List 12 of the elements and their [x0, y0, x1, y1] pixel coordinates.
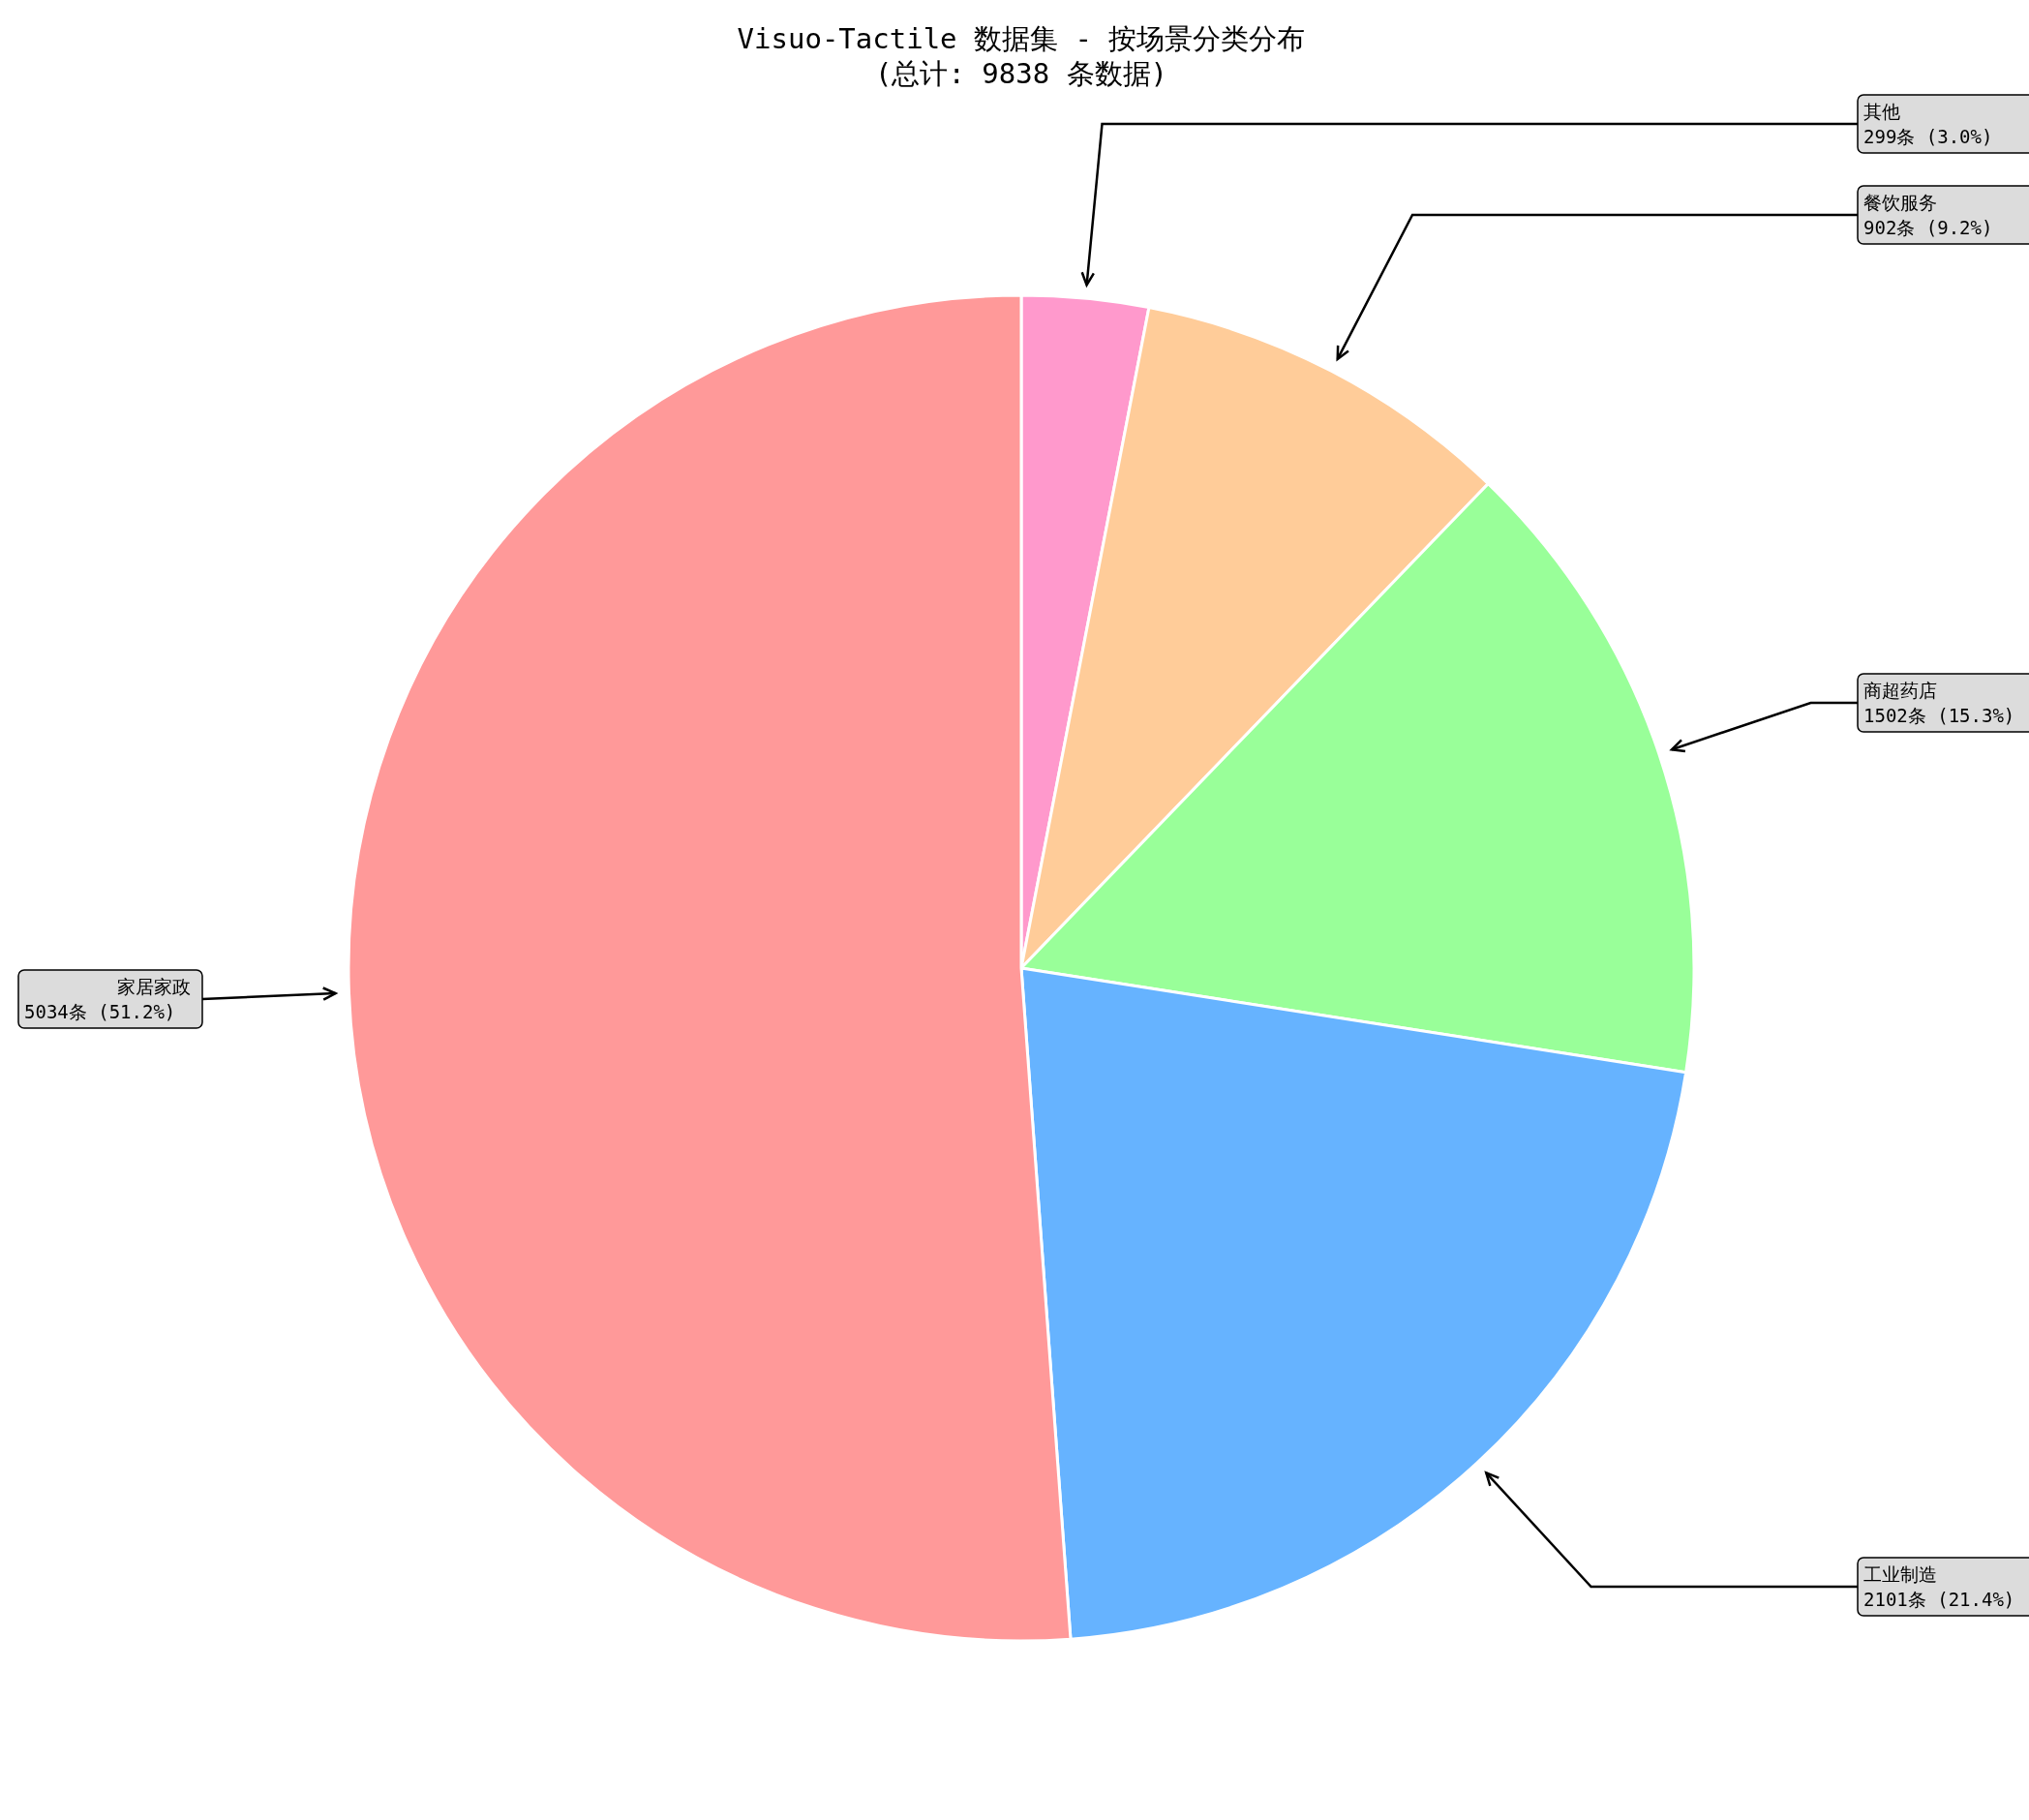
- data-label: 5034条 (51.2%): [24, 1001, 176, 1022]
- data-label: 299条 (3.0%): [1863, 126, 1993, 147]
- slice-label: 其他: [1863, 101, 1900, 122]
- data-label: 902条 (9.2%): [1863, 217, 1993, 238]
- slice-label: 工业制造: [1863, 1563, 1937, 1585]
- chart-title: Visuo-Tactile 数据集 - 按场景分类分布: [737, 22, 1306, 55]
- slice-label: 商超药店: [1863, 680, 1937, 701]
- data-label: 1502条 (15.3%): [1863, 705, 2015, 726]
- chart-subtitle: (总计: 9838 条数据): [874, 57, 1168, 90]
- slice-label: 家居家政: [117, 976, 191, 997]
- data-label: 2101条 (21.4%): [1863, 1589, 2015, 1610]
- slice-label: 餐饮服务: [1863, 192, 1937, 213]
